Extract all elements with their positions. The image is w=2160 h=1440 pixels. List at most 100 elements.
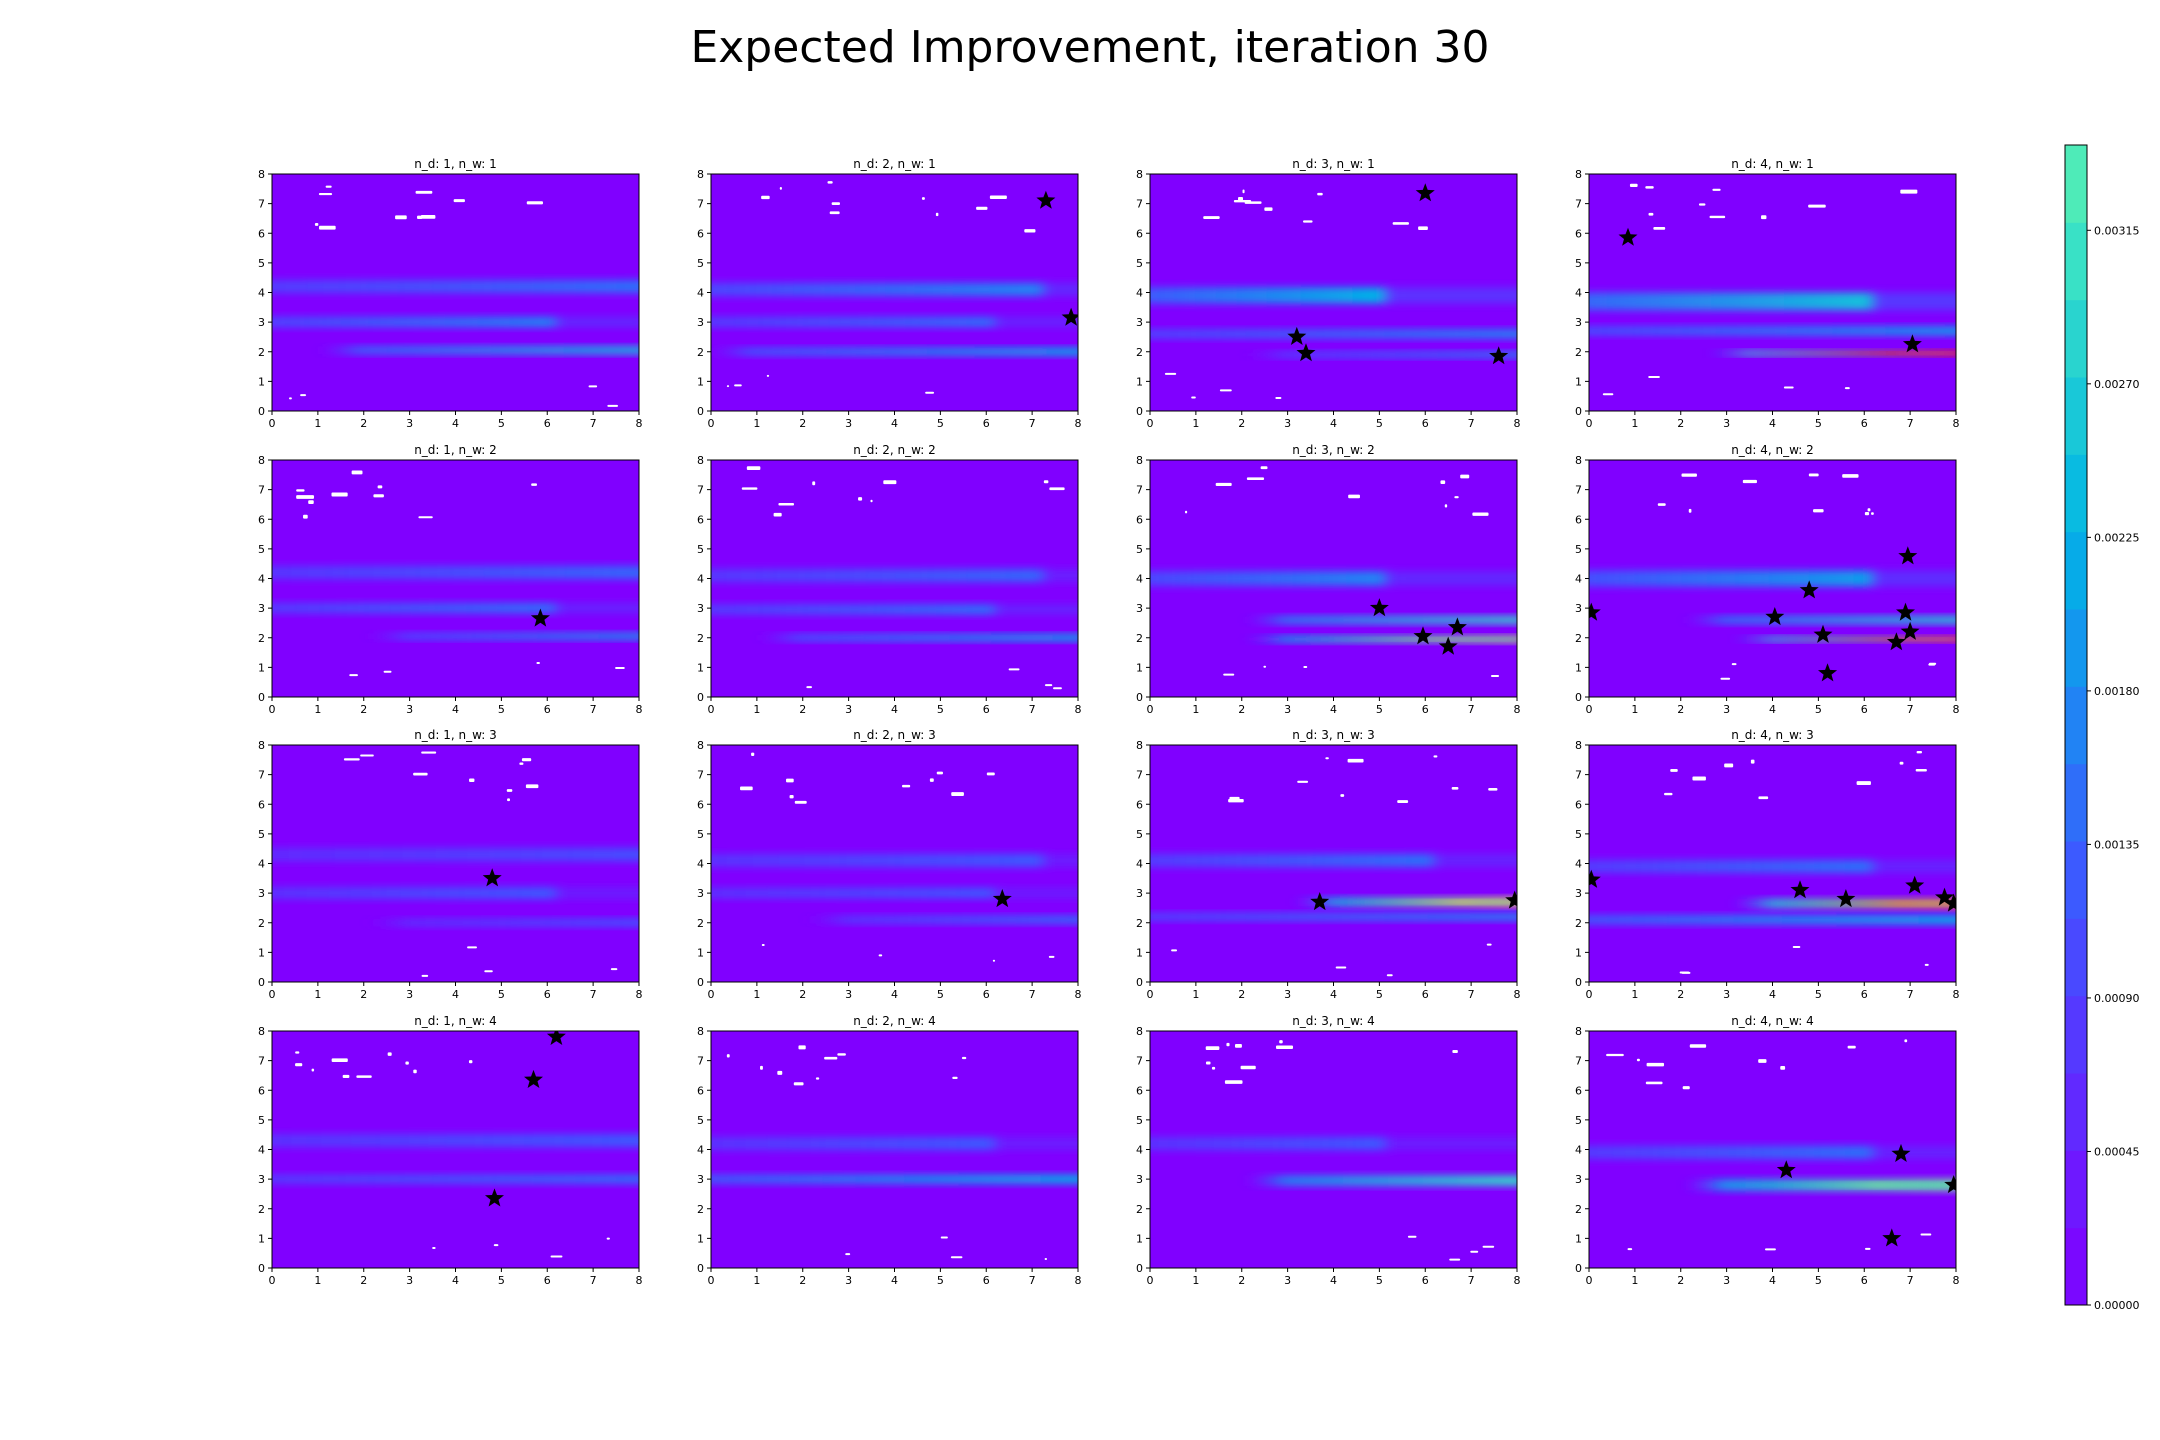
nan-void: [1709, 215, 1726, 219]
nan-void: [413, 772, 428, 776]
y-tick-label: 4: [1136, 573, 1143, 586]
nan-void: [1679, 971, 1690, 974]
x-tick-label: 1: [1192, 1274, 1199, 1287]
x-tick-label: 5: [1376, 703, 1383, 716]
y-tick-label: 1: [1136, 1232, 1143, 1245]
x-tick-label: 0: [1147, 703, 1154, 716]
nan-void: [1044, 684, 1053, 687]
sample-star-marker: [1618, 227, 1638, 246]
nan-void: [468, 1060, 473, 1064]
x-tick-label: 3: [406, 988, 413, 1001]
y-tick-label: 2: [1136, 917, 1143, 930]
ei-band: [272, 887, 639, 900]
x-tick-label: 7: [1468, 703, 1475, 716]
y-tick-label: 7: [1136, 769, 1143, 782]
y-tick-label: 4: [697, 287, 704, 300]
x-tick-label: 6: [544, 703, 551, 716]
x-tick-label: 8: [1075, 988, 1082, 1001]
subplot-4: 0 1 2 3 4 5 6 7 8 0 1 2 3 4 5 6 7 8 n_d: 4, n_w: 1: [1575, 157, 1960, 430]
x-tick-label: 7: [1907, 417, 1914, 430]
subplot-6: 0 1 2 3 4 5 6 7 8 0 1 2 3 4 5 6 7 8 n_d: 2, n_w: 2: [697, 443, 1082, 716]
x-tick-label: 0: [708, 1274, 715, 1287]
y-tick-label: 7: [697, 198, 704, 211]
y-tick-label: 2: [258, 917, 265, 930]
y-tick-label: 6: [258, 227, 265, 240]
nan-void: [300, 394, 307, 397]
x-tick-label: 8: [1953, 703, 1960, 716]
nan-void: [1449, 1258, 1461, 1261]
colorbar-segment: [2065, 454, 2087, 533]
subplot-title: n_d: 3, n_w: 4: [1292, 1014, 1375, 1028]
ei-band: [1150, 1175, 1517, 1186]
x-tick-label: 0: [708, 703, 715, 716]
nan-void: [349, 674, 358, 677]
y-tick-label: 6: [1136, 798, 1143, 811]
nan-void: [1433, 755, 1438, 758]
nan-void: [1606, 1053, 1624, 1057]
sample-star-marker: [1413, 626, 1433, 645]
y-tick-label: 8: [1575, 739, 1582, 752]
x-tick-label: 8: [636, 988, 643, 1001]
x-tick-label: 3: [1723, 1274, 1730, 1287]
nan-void: [1275, 396, 1282, 399]
nan-void: [1472, 512, 1489, 516]
nan-void: [331, 492, 348, 497]
y-tick-label: 2: [258, 632, 265, 645]
sample-star-marker: [1790, 880, 1810, 899]
ei-band-core: [1150, 900, 1517, 904]
nan-void: [1276, 1045, 1294, 1049]
y-tick-label: 6: [1136, 1084, 1143, 1097]
sample-star-marker: [1900, 621, 1920, 640]
nan-void: [1228, 799, 1244, 803]
y-tick-label: 2: [258, 346, 265, 359]
x-tick-label: 8: [636, 703, 643, 716]
ei-band: [272, 565, 639, 580]
y-tick-label: 7: [1136, 1055, 1143, 1068]
y-tick-label: 8: [697, 168, 704, 181]
y-tick-label: 4: [258, 573, 265, 586]
colorbar-segment: [2065, 686, 2087, 765]
y-tick-label: 0: [258, 1262, 265, 1275]
x-tick-label: 8: [636, 417, 643, 430]
nan-void: [331, 1058, 348, 1062]
y-tick-label: 8: [1136, 454, 1143, 467]
x-tick-label: 2: [1238, 1274, 1245, 1287]
sample-star-marker: [1505, 890, 1517, 909]
nan-void: [1043, 480, 1049, 484]
y-tick-label: 7: [1575, 484, 1582, 497]
ei-band: [711, 316, 1078, 328]
nan-void: [1335, 966, 1347, 969]
y-tick-label: 5: [1575, 543, 1582, 556]
nan-void: [383, 670, 392, 673]
y-tick-label: 4: [1575, 1144, 1582, 1157]
y-tick-label: 8: [1575, 454, 1582, 467]
sample-star-marker: [1902, 334, 1922, 353]
sample-star-marker: [1589, 869, 1601, 888]
y-tick-label: 6: [258, 1084, 265, 1097]
x-tick-label: 0: [269, 1274, 276, 1287]
nan-void: [1184, 510, 1188, 514]
x-tick-label: 6: [1861, 417, 1868, 430]
x-tick-label: 2: [1238, 703, 1245, 716]
nan-void: [1044, 1257, 1048, 1260]
y-tick-label: 4: [697, 1144, 704, 1157]
y-tick-label: 8: [1575, 1025, 1582, 1038]
nan-void: [1645, 186, 1654, 189]
nan-void: [815, 1077, 820, 1080]
x-tick-label: 8: [1514, 1274, 1521, 1287]
y-tick-label: 6: [258, 798, 265, 811]
nan-void: [1780, 1066, 1786, 1070]
ei-band: [711, 604, 1078, 615]
nan-void: [1645, 1081, 1663, 1085]
y-tick-label: 6: [697, 798, 704, 811]
nan-void: [607, 404, 619, 407]
nan-void: [1928, 662, 1937, 665]
y-tick-label: 5: [258, 1114, 265, 1127]
x-tick-label: 7: [1029, 1274, 1036, 1287]
y-tick-label: 6: [1575, 227, 1582, 240]
y-tick-label: 3: [697, 602, 704, 615]
nan-void: [1317, 192, 1323, 196]
nan-void: [1205, 1046, 1220, 1050]
nan-void: [1347, 758, 1364, 763]
